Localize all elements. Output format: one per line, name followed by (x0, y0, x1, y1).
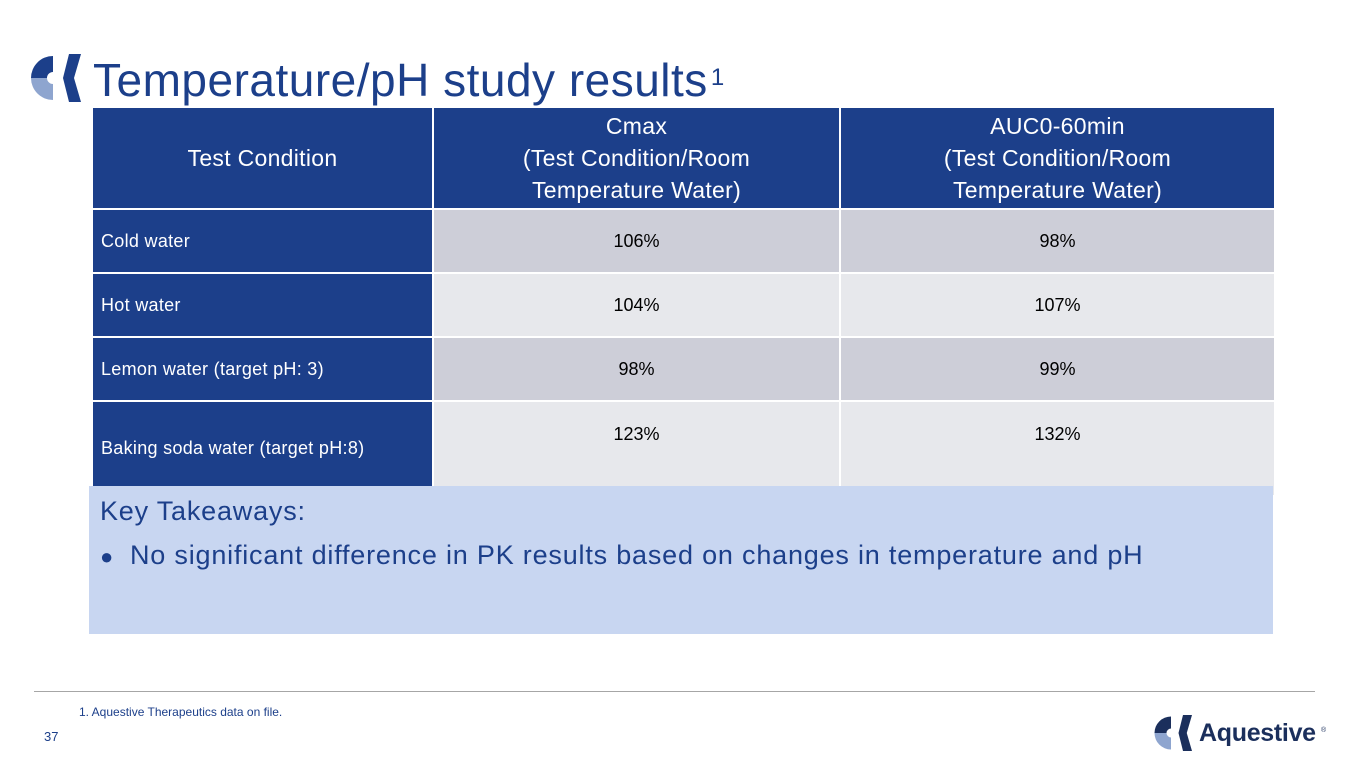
auc-cell: 107% (839, 272, 1276, 338)
cmax-cell: 104% (432, 272, 841, 338)
header-cmax-line3: Temperature Water) (531, 177, 742, 203)
header-auc-line3: Temperature Water) (952, 177, 1163, 203)
condition-cell: Hot water (91, 272, 434, 338)
aquestive-logo-icon (1154, 715, 1192, 751)
aquestive-logo-icon (31, 54, 81, 102)
header-test-condition-label: Test Condition (187, 145, 338, 171)
title-text: Temperature/pH study results (93, 54, 708, 106)
key-takeaways-list: ● No significant difference in PK results… (100, 538, 1262, 574)
key-takeaways-box: Key Takeaways: ● No significant differenc… (89, 486, 1273, 634)
results-table: Test Condition Cmax (Test Condition/Room… (91, 106, 1276, 497)
table-header-row: Test Condition Cmax (Test Condition/Room… (91, 106, 1276, 210)
table-row: Lemon water (target pH: 3) 98% 99% (91, 336, 1276, 402)
condition-cell: Cold water (91, 208, 434, 274)
brand-wordmark: Aquestive (1199, 719, 1316, 747)
list-item: ● No significant difference in PK results… (100, 538, 1262, 574)
header-test-condition: Test Condition (91, 106, 434, 210)
takeaway-text: No significant difference in PK results … (130, 540, 1144, 570)
table-row: Baking soda water (target pH:8) 123% 132… (91, 400, 1276, 497)
key-takeaways-heading: Key Takeaways: (100, 496, 306, 526)
header-auc: AUC0-60min (Test Condition/Room Temperat… (839, 106, 1276, 210)
footer-divider (34, 691, 1315, 692)
cmax-cell: 98% (432, 336, 841, 402)
condition-cell: Baking soda water (target pH:8) (91, 400, 434, 497)
cmax-cell: 123% (432, 400, 841, 497)
auc-cell: 98% (839, 208, 1276, 274)
header-cmax-line2: (Test Condition/Room (522, 145, 751, 171)
table-row: Hot water 104% 107% (91, 272, 1276, 338)
auc-cell: 132% (839, 400, 1276, 497)
header-cmax-line1: Cmax (605, 113, 668, 139)
registered-mark: ® (1321, 727, 1327, 734)
title-footnote-marker: 1 (710, 64, 725, 91)
page-number: 37 (44, 729, 59, 744)
header-cmax: Cmax (Test Condition/Room Temperature Wa… (432, 106, 841, 210)
header-auc-line1: AUC0-60min (990, 113, 1125, 139)
page-title: Temperature/pH study results 1 (93, 52, 725, 108)
table-row: Cold water 106% 98% (91, 208, 1276, 274)
bullet-dot-icon: ● (100, 544, 115, 569)
footnote: 1. Aquestive Therapeutics data on file. (79, 705, 283, 719)
condition-cell: Lemon water (target pH: 3) (91, 336, 434, 402)
brand-logo: Aquestive ® (1150, 713, 1328, 753)
auc-cell: 99% (839, 336, 1276, 402)
cmax-cell: 106% (432, 208, 841, 274)
header-auc-line2: (Test Condition/Room (943, 145, 1172, 171)
